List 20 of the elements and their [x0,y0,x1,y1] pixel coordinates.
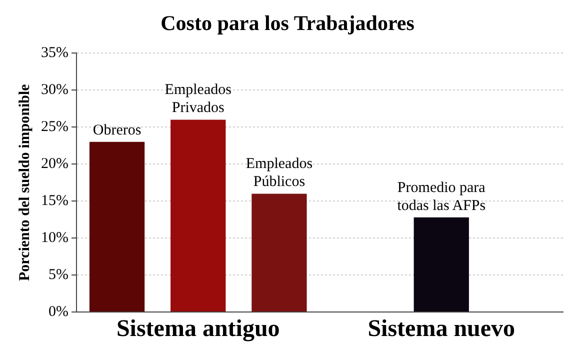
y-tick-label: 5% [48,266,68,283]
y-tick-label: 0% [48,304,68,320]
y-tick-label: 25% [40,119,68,136]
bar [89,142,145,312]
text: Sistema antiguo [116,316,280,342]
y-tick-label: 30% [40,82,68,98]
text: Sistema nuevo [368,316,516,342]
bar [414,217,469,312]
x-tick-label: Obreros [92,122,142,138]
x-tick-label: Empleados Privados [164,82,232,116]
y-axis-title: Porciento del sueldo imponible [16,84,33,282]
chart-title: Costo para los Trabajadores [160,11,414,36]
bar [170,120,226,312]
y-tick-label: 15% [40,193,68,210]
y-tick-label: 20% [40,156,68,172]
x-tick-label: Empleados Públicos [246,156,313,190]
x-tick-label: Promedio para todas las AFPs [397,180,486,214]
y-tick-label: 10% [40,230,68,246]
bar [252,194,307,312]
y-tick-label: 35% [40,45,68,62]
